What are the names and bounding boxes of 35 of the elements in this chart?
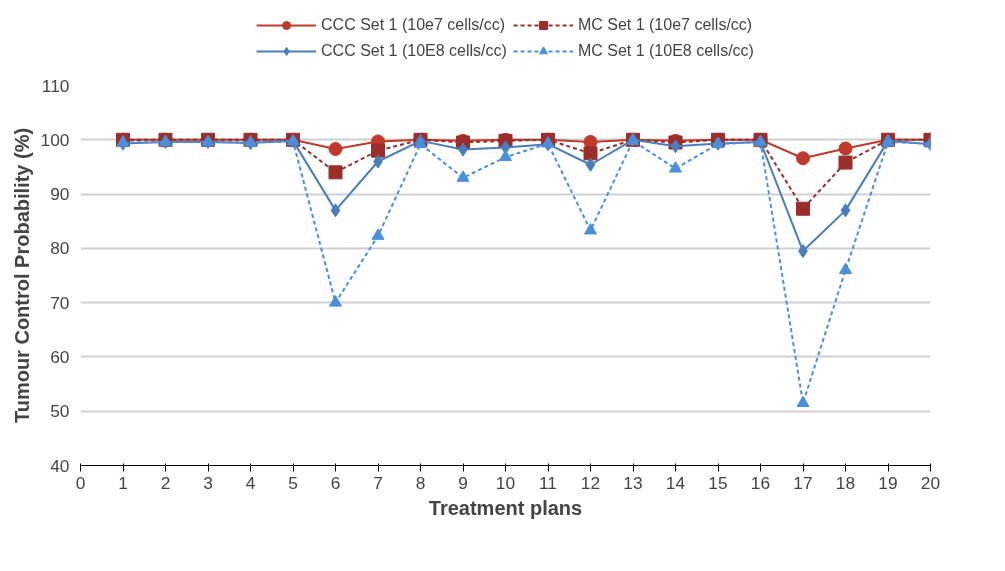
y-tick-label: 60: [50, 346, 70, 367]
y-tick-label: 100: [40, 129, 70, 150]
x-tick-label: 8: [415, 472, 426, 493]
x-tick-label: 6: [330, 472, 341, 493]
x-tick-label: 5: [288, 472, 298, 493]
legend-label: CCC Set 1 (10E8 cells/cc): [321, 41, 507, 60]
x-tick-label: 7: [373, 472, 383, 493]
x-tick-label: 14: [665, 472, 686, 493]
x-tick-label: 2: [160, 472, 171, 493]
x-tick-label: 9: [458, 472, 468, 493]
x-tick-label: 20: [920, 472, 941, 493]
legend-label: MC Set 1 (10E8 cells/cc): [577, 41, 754, 60]
y-tick-label: 110: [41, 75, 70, 96]
x-tick-label: 0: [75, 472, 86, 493]
x-tick-label: 11: [539, 472, 558, 493]
y-tick-label: 50: [50, 401, 70, 422]
x-tick-label: 18: [835, 472, 856, 493]
x-tick-label: 13: [623, 472, 643, 493]
legend-label: MC Set 1 (10e7 cells/cc): [577, 15, 753, 34]
y-tick-label: 90: [50, 184, 70, 205]
x-tick-label: 4: [245, 472, 256, 493]
x-tick-label: 16: [750, 472, 771, 493]
y-tick-label: 40: [50, 455, 70, 476]
x-tick-label: 17: [793, 472, 813, 493]
y-axis-title: Tumour Control Probability (%): [10, 127, 33, 424]
x-tick-label: 19: [878, 472, 898, 493]
x-tick-label: 1: [118, 472, 128, 493]
x-axis-title: Treatment plans: [428, 496, 583, 519]
x-tick-label: 10: [495, 472, 516, 493]
x-tick-label: 3: [203, 472, 213, 493]
x-tick-label: 12: [580, 472, 601, 493]
legend-label: CCC Set 1 (10e7 cells/cc): [321, 15, 506, 34]
y-tick-label: 80: [50, 238, 70, 259]
x-tick-label: 15: [708, 472, 728, 493]
y-tick-label: 70: [50, 292, 70, 313]
